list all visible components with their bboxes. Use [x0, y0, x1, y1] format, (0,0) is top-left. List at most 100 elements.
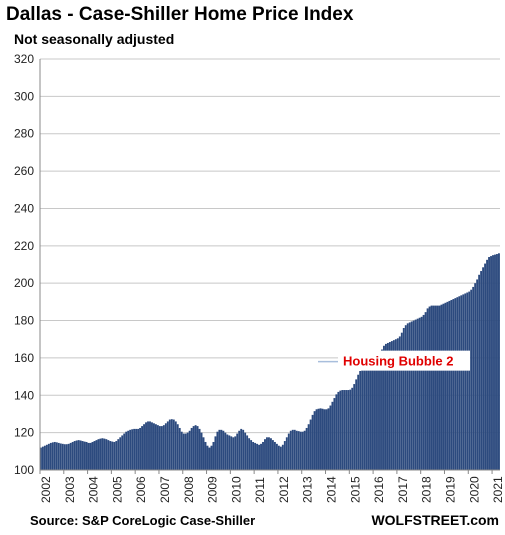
bar: [440, 304, 443, 470]
bar: [248, 438, 251, 470]
bar: [270, 438, 272, 470]
bar: [71, 441, 74, 470]
bar: [208, 447, 211, 470]
bar: [351, 387, 354, 470]
bar: [105, 439, 108, 470]
bar: [40, 447, 42, 470]
bar: [496, 254, 498, 470]
bar: [287, 433, 290, 470]
bar: [295, 430, 298, 470]
bar: [416, 318, 419, 470]
bar: [200, 432, 203, 470]
bar: [319, 408, 322, 470]
bar: [460, 295, 463, 470]
bar: [434, 305, 437, 470]
bar: [97, 439, 100, 470]
bar: [172, 419, 175, 470]
x-tick-label: 2017: [396, 476, 410, 503]
bar: [450, 299, 453, 470]
bar: [93, 441, 96, 470]
bar: [214, 436, 217, 470]
bar: [452, 299, 455, 470]
bar: [462, 294, 465, 470]
bar: [156, 425, 159, 470]
bar: [258, 444, 260, 470]
bar: [103, 438, 106, 470]
bar: [182, 433, 185, 470]
bar: [468, 291, 471, 470]
annotation-box: [338, 350, 470, 371]
bar: [446, 301, 449, 470]
bar: [442, 303, 445, 470]
brand-logo-text: WOLFSTREET.com: [371, 512, 499, 528]
bar: [133, 428, 136, 470]
bar: [488, 257, 490, 470]
bar: [131, 429, 134, 470]
bar: [147, 421, 149, 470]
bar: [218, 429, 221, 470]
bar: [349, 389, 352, 470]
bar: [422, 314, 425, 470]
x-tick-label: 2011: [253, 477, 267, 503]
bar: [375, 362, 377, 470]
y-tick-label: 280: [14, 127, 34, 141]
bar: [141, 426, 144, 470]
bar: [474, 283, 477, 470]
bar: [323, 409, 326, 470]
bar: [444, 302, 447, 470]
bar: [277, 445, 280, 470]
bar: [166, 421, 169, 470]
bar: [436, 305, 439, 470]
bar: [367, 365, 370, 470]
bar: [174, 421, 177, 470]
bar: [145, 422, 147, 470]
bar: [143, 424, 145, 470]
bar: [458, 296, 461, 470]
source-note: Source: S&P CoreLogic Case-Shiller: [30, 513, 256, 528]
bar: [186, 432, 189, 470]
bar: [327, 408, 330, 470]
bar: [317, 408, 320, 470]
bar: [369, 365, 372, 470]
bar: [53, 441, 56, 470]
x-tick-label: 2013: [301, 476, 315, 503]
y-tick-label: 140: [14, 388, 34, 402]
bar: [226, 434, 229, 470]
bar: [293, 429, 296, 470]
x-tick-label: 2014: [325, 476, 339, 503]
bar: [83, 441, 86, 470]
bar: [466, 292, 469, 470]
bar: [426, 308, 429, 470]
bar: [476, 279, 479, 470]
bar: [410, 321, 413, 470]
bar: [402, 328, 405, 470]
bar: [57, 442, 60, 470]
bar: [490, 256, 492, 470]
bar: [61, 443, 64, 470]
bar: [101, 438, 104, 470]
bar: [303, 430, 306, 470]
bar: [204, 441, 207, 470]
y-tick-labels: 100 120 140 160 180 200 220 240 260 280 300 320: [14, 52, 34, 477]
bar: [268, 437, 270, 470]
bar: [357, 374, 360, 470]
bar: [470, 289, 473, 470]
bar: [337, 391, 340, 470]
bar: [228, 435, 231, 470]
bar: [41, 446, 44, 470]
x-tick-label: 2018: [420, 476, 434, 503]
bar: [275, 443, 278, 470]
bar: [137, 428, 140, 470]
x-tick-label: 2016: [372, 476, 386, 503]
bar: [190, 427, 193, 470]
bar: [385, 343, 387, 470]
bar: [281, 444, 284, 470]
bar: [448, 300, 451, 470]
x-tick-label: 2021: [491, 476, 505, 503]
bar: [388, 342, 391, 470]
bar: [404, 325, 407, 470]
bar: [394, 339, 397, 470]
bar: [170, 419, 173, 470]
bar: [486, 259, 489, 470]
bar: [180, 431, 183, 470]
